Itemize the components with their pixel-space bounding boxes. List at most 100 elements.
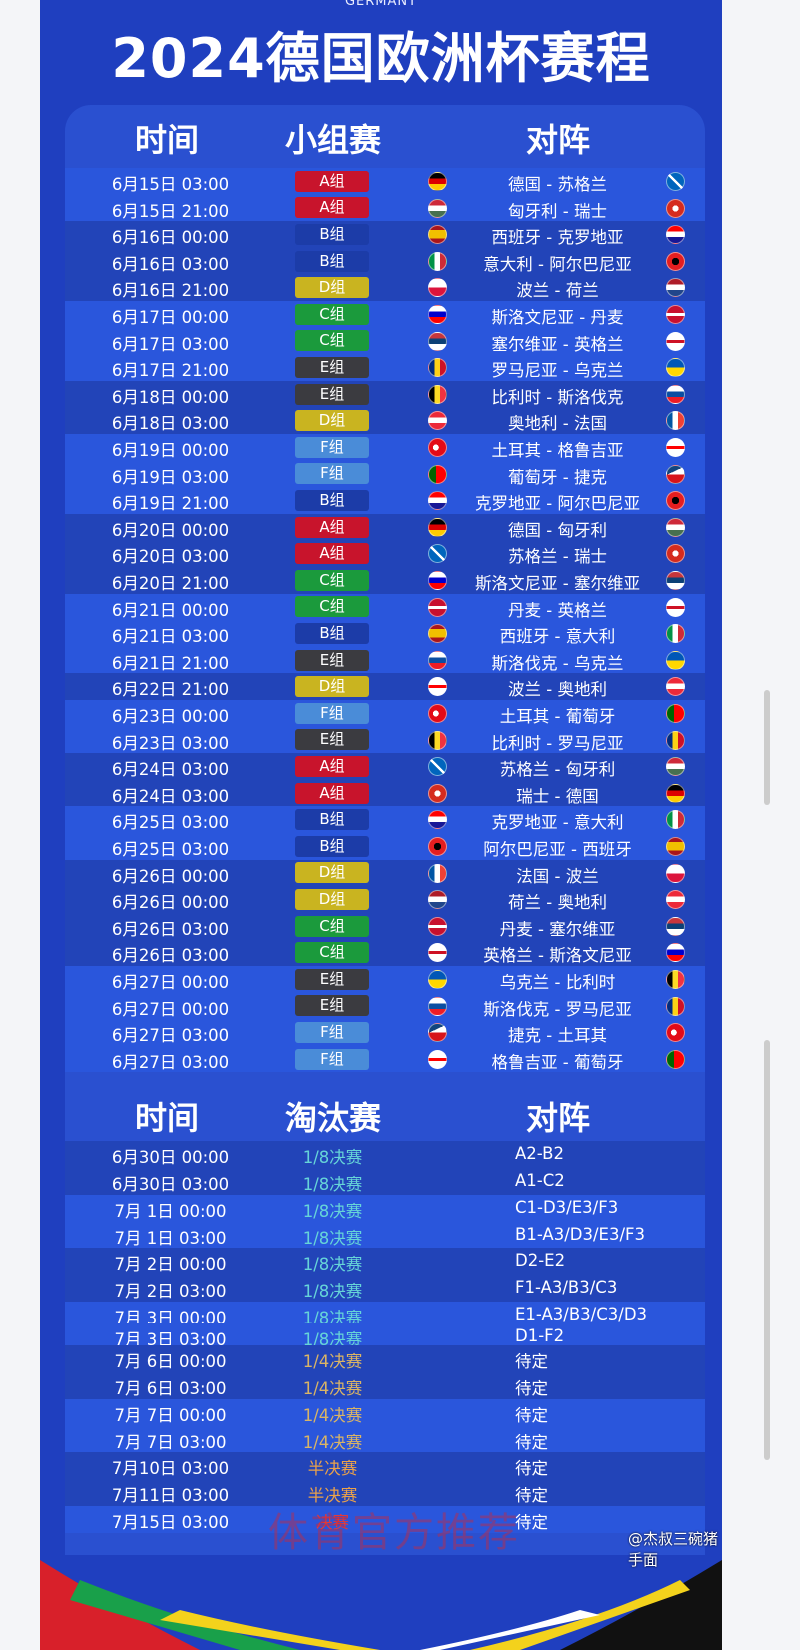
group-badge: F组: [295, 702, 369, 724]
stage-label: 1/8决赛: [302, 1229, 363, 1248]
table-row: 6月25日 03:00 B组 阿尔巴尼亚 - 西班牙: [65, 833, 705, 860]
stage-label: 1/4决赛: [302, 1433, 363, 1452]
group-badge: C组: [295, 330, 369, 352]
table-row: 6月24日 03:00 A组 苏格兰 - 匈牙利: [65, 753, 705, 780]
table-row: 7月 7日 00:00 1/4决赛 待定: [65, 1399, 705, 1426]
scrollbar[interactable]: [764, 1040, 770, 1460]
ua-flag-icon: [428, 970, 447, 989]
nl-flag-icon: [666, 278, 685, 298]
sk-flag-icon: [428, 996, 447, 1016]
poster: GERMANY 2024德国欧洲杯赛程 时间 小组赛 对阵 6月15日 03:0…: [40, 0, 722, 1650]
fixture: 克罗地亚 - 意大利: [491, 813, 624, 833]
en-flag-icon: [666, 331, 685, 351]
group-badge: C组: [295, 596, 369, 618]
match-time: 6月17日 21:00: [111, 361, 230, 381]
fixture: 塞尔维亚 - 英格兰: [491, 334, 624, 354]
cz-flag-icon: [666, 464, 685, 484]
al-flag-icon: [428, 837, 447, 856]
match-time: 6月22日 21:00: [111, 680, 230, 700]
match-time: 6月17日 03:00: [111, 334, 230, 354]
header-match: 对阵: [525, 1099, 591, 1137]
fixture: 奥地利 - 法国: [508, 414, 607, 434]
fixture: 斯洛伐克 - 罗马尼亚: [483, 999, 632, 1019]
table-row: 6月30日 00:00 1/8决赛 A2-B2: [65, 1141, 705, 1168]
fixture: 斯洛文尼亚 - 丹麦: [491, 308, 624, 327]
fixture: 波兰 - 荷兰: [516, 281, 599, 301]
fixture: 待定: [515, 1379, 548, 1398]
stage-label: 1/4决赛: [302, 1352, 363, 1371]
match-time: 7月10日 03:00: [111, 1459, 230, 1478]
de-flag-icon: [428, 517, 447, 537]
pt-flag-icon: [428, 464, 447, 484]
fixture: C1-D3/E3/F3: [515, 1198, 619, 1217]
stage-label: 1/8决赛: [302, 1255, 363, 1274]
table-row: 7月 7日 03:00 1/4决赛 待定: [65, 1426, 705, 1453]
fixture: B1-A3/D3/E3/F3: [515, 1225, 645, 1244]
stage-label: 半决赛: [307, 1459, 358, 1478]
it-flag-icon: [666, 624, 685, 644]
match-time: 6月21日 21:00: [111, 653, 230, 673]
group-badge: E组: [295, 383, 369, 405]
fixture: 英格兰 - 斯洛文尼亚: [483, 946, 632, 966]
table-row: 6月20日 21:00 C组 斯洛文尼亚 - 塞尔维亚: [65, 567, 705, 594]
match-time: 7月 2日 03:00: [114, 1282, 227, 1301]
fixture: 意大利 - 阿尔巴尼亚: [483, 254, 632, 274]
match-time: 6月26日 00:00: [111, 893, 230, 913]
match-time: 6月26日 00:00: [111, 866, 230, 886]
match-time: 6月27日 03:00: [111, 1052, 230, 1072]
es-flag-icon: [428, 225, 447, 245]
group-badge: C组: [295, 569, 369, 591]
ro-flag-icon: [428, 358, 447, 378]
fixture: 葡萄牙 - 捷克: [508, 467, 607, 487]
en-flag-icon: [428, 943, 447, 963]
match-time: 6月30日 00:00: [111, 1148, 230, 1167]
match-time: 6月18日 03:00: [111, 414, 230, 434]
table-row: 6月15日 21:00 A组 匈牙利 - 瑞士: [65, 194, 705, 222]
stage-label: 1/8决赛: [302, 1330, 363, 1349]
group-stage-header: 时间 小组赛 对阵: [65, 105, 705, 167]
match-time: 6月24日 03:00: [111, 760, 230, 780]
table-row: 6月17日 00:00 C组 斯洛文尼亚 - 丹麦: [65, 301, 705, 328]
fixture: F1-A3/B3/C3: [515, 1278, 618, 1297]
table-row: 6月20日 00:00 A组 德国 - 匈牙利: [65, 513, 705, 541]
de-flag-icon: [666, 783, 685, 803]
fixture: 荷兰 - 奥地利: [508, 893, 607, 913]
fixture: 比利时 - 罗马尼亚: [491, 733, 624, 753]
table-row: 6月27日 00:00 E组 乌克兰 - 比利时: [65, 966, 705, 993]
group-badge: D组: [295, 277, 369, 299]
group-badge: D组: [295, 410, 369, 432]
group-badge: A组: [295, 755, 369, 777]
sco-flag-icon: [666, 172, 685, 191]
fixture: 待定: [515, 1406, 548, 1425]
hu-flag-icon: [666, 517, 685, 537]
group-badge: B组: [295, 622, 369, 644]
fixture: E1-A3/B3/C3/D3: [515, 1305, 648, 1324]
stage-label: 1/8决赛: [302, 1202, 363, 1221]
ua-flag-icon: [666, 650, 685, 670]
at-flag-icon: [428, 411, 447, 431]
fixture: 斯洛文尼亚 - 塞尔维亚: [475, 574, 640, 593]
fixture: 西班牙 - 意大利: [499, 627, 616, 647]
sco-flag-icon: [428, 757, 447, 777]
match-time: 6月20日 21:00: [111, 574, 230, 593]
table-row: 6月24日 03:00 A组 瑞士 - 德国: [65, 779, 705, 807]
fixture: 苏格兰 - 匈牙利: [499, 760, 616, 780]
table-row: 6月16日 03:00 B组 意大利 - 阿尔巴尼亚: [65, 247, 705, 275]
table-row: 6月26日 03:00 C组 丹麦 - 塞尔维亚: [65, 912, 705, 940]
scrollbar[interactable]: [764, 690, 770, 805]
ro-flag-icon: [666, 730, 685, 750]
si-flag-icon: [428, 571, 447, 590]
table-row: 6月21日 21:00 E组 斯洛伐克 - 乌克兰: [65, 646, 705, 674]
table-row: 6月30日 03:00 1/8决赛 A1-C2: [65, 1168, 705, 1195]
match-time: 7月 2日 00:00: [114, 1255, 227, 1274]
group-badge: A组: [295, 197, 369, 219]
table-row: 7月15日 03:00 决赛 待定: [65, 1506, 705, 1533]
match-time: 6月20日 00:00: [111, 520, 230, 540]
group-badge: D组: [295, 676, 369, 698]
pt-flag-icon: [666, 704, 685, 723]
hr-flag-icon: [428, 810, 447, 830]
fixture: 土耳其 - 葡萄牙: [499, 707, 616, 726]
table-row: 7月11日 03:00 半决赛 待定: [65, 1479, 705, 1506]
match-time: 6月21日 03:00: [111, 627, 230, 647]
fixture: 法国 - 波兰: [516, 866, 599, 886]
